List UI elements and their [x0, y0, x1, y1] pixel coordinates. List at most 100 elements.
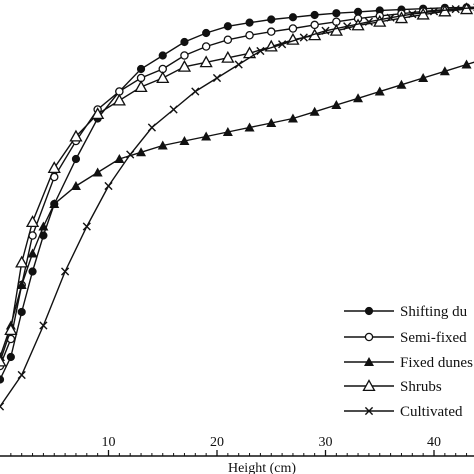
data-point — [199, 55, 213, 68]
data-point — [61, 267, 70, 276]
legend-label: Semi-fixed — [400, 330, 467, 346]
data-point — [112, 93, 126, 106]
data-point — [374, 86, 385, 96]
data-point — [0, 375, 5, 384]
data-point — [288, 13, 298, 22]
x-tick-label: 20 — [210, 435, 224, 450]
data-point — [4, 323, 18, 336]
data-point — [451, 5, 460, 14]
data-point — [201, 42, 211, 51]
data-point — [343, 22, 352, 31]
data-point — [201, 131, 212, 141]
legend-marker — [364, 306, 374, 316]
data-point — [373, 14, 387, 27]
data-point — [287, 113, 298, 123]
data-point — [0, 354, 7, 367]
legend-marker — [364, 357, 374, 366]
data-point — [27, 248, 38, 258]
data-point — [332, 9, 341, 18]
data-point — [158, 51, 167, 60]
data-point — [47, 161, 61, 174]
data-point — [16, 280, 27, 289]
legend-item: Cultivated — [344, 404, 463, 420]
x-axis-label: Height (cm) — [228, 461, 296, 474]
data-point — [331, 100, 342, 109]
data-point — [0, 402, 5, 411]
data-point — [321, 26, 330, 35]
data-point — [394, 11, 409, 24]
x-tick-label: 10 — [102, 435, 116, 450]
data-point — [244, 122, 255, 132]
series-line — [0, 61, 474, 358]
data-point — [309, 106, 320, 116]
data-point — [92, 167, 103, 177]
data-point — [222, 127, 233, 136]
data-point — [15, 255, 29, 268]
data-point — [245, 30, 254, 40]
data-point — [39, 321, 48, 330]
data-point — [202, 28, 211, 38]
data-point — [416, 7, 430, 20]
data-point — [180, 51, 189, 60]
data-point — [439, 66, 450, 76]
data-point — [329, 23, 343, 36]
data-point — [180, 37, 189, 47]
data-point — [157, 140, 168, 150]
data-point — [353, 93, 364, 103]
series-cross — [0, 3, 474, 411]
data-point — [267, 15, 276, 24]
x-tick-label: 30 — [319, 435, 333, 450]
legend-label: Shifting du — [400, 304, 468, 320]
data-point — [223, 22, 232, 31]
data-point — [104, 181, 113, 191]
data-point — [418, 73, 429, 82]
data-point — [408, 10, 417, 19]
x-tick-label: 40 — [427, 435, 441, 450]
legend-marker — [362, 379, 376, 392]
data-point — [221, 50, 235, 63]
data-point — [278, 40, 287, 49]
data-point — [169, 105, 178, 114]
data-point — [223, 35, 233, 45]
data-point — [266, 118, 277, 127]
data-point — [147, 123, 156, 132]
data-point — [17, 307, 26, 317]
data-point — [256, 46, 265, 56]
data-point — [49, 199, 60, 208]
legend-item: Shrubs — [344, 379, 442, 395]
data-point — [69, 129, 83, 142]
data-point — [126, 150, 135, 159]
data-point — [134, 80, 148, 93]
legend: Shifting du Semi-fixed Fixed dunes Shrubs Cu… — [344, 304, 473, 420]
legend-label: Fixed dunes — [400, 355, 473, 371]
data-point — [299, 33, 308, 42]
data-point — [310, 10, 319, 20]
data-point — [91, 107, 105, 120]
data-point — [25, 215, 40, 228]
data-point — [177, 59, 192, 72]
data-point — [17, 370, 26, 380]
data-point — [70, 181, 81, 190]
data-point — [288, 24, 298, 33]
legend-item: Fixed dunes — [344, 355, 473, 371]
data-point — [245, 18, 254, 27]
data-point — [136, 64, 146, 74]
data-point — [28, 267, 37, 276]
data-point — [114, 154, 125, 163]
legend-item: Shifting du — [344, 304, 468, 320]
data-point — [212, 73, 222, 83]
legend-label: Shrubs — [400, 379, 442, 395]
legend-item: Semi-fixed — [344, 330, 467, 346]
data-point — [396, 79, 407, 89]
data-point — [429, 7, 439, 16]
data-point — [136, 147, 147, 157]
series-filled-triangle — [0, 59, 474, 361]
data-point — [71, 154, 81, 164]
legend-marker — [364, 332, 374, 342]
legend-label: Cultivated — [400, 404, 463, 420]
series-filled-circle — [0, 3, 474, 384]
data-point — [191, 87, 200, 96]
data-point — [38, 221, 49, 231]
series-line — [0, 6, 474, 407]
